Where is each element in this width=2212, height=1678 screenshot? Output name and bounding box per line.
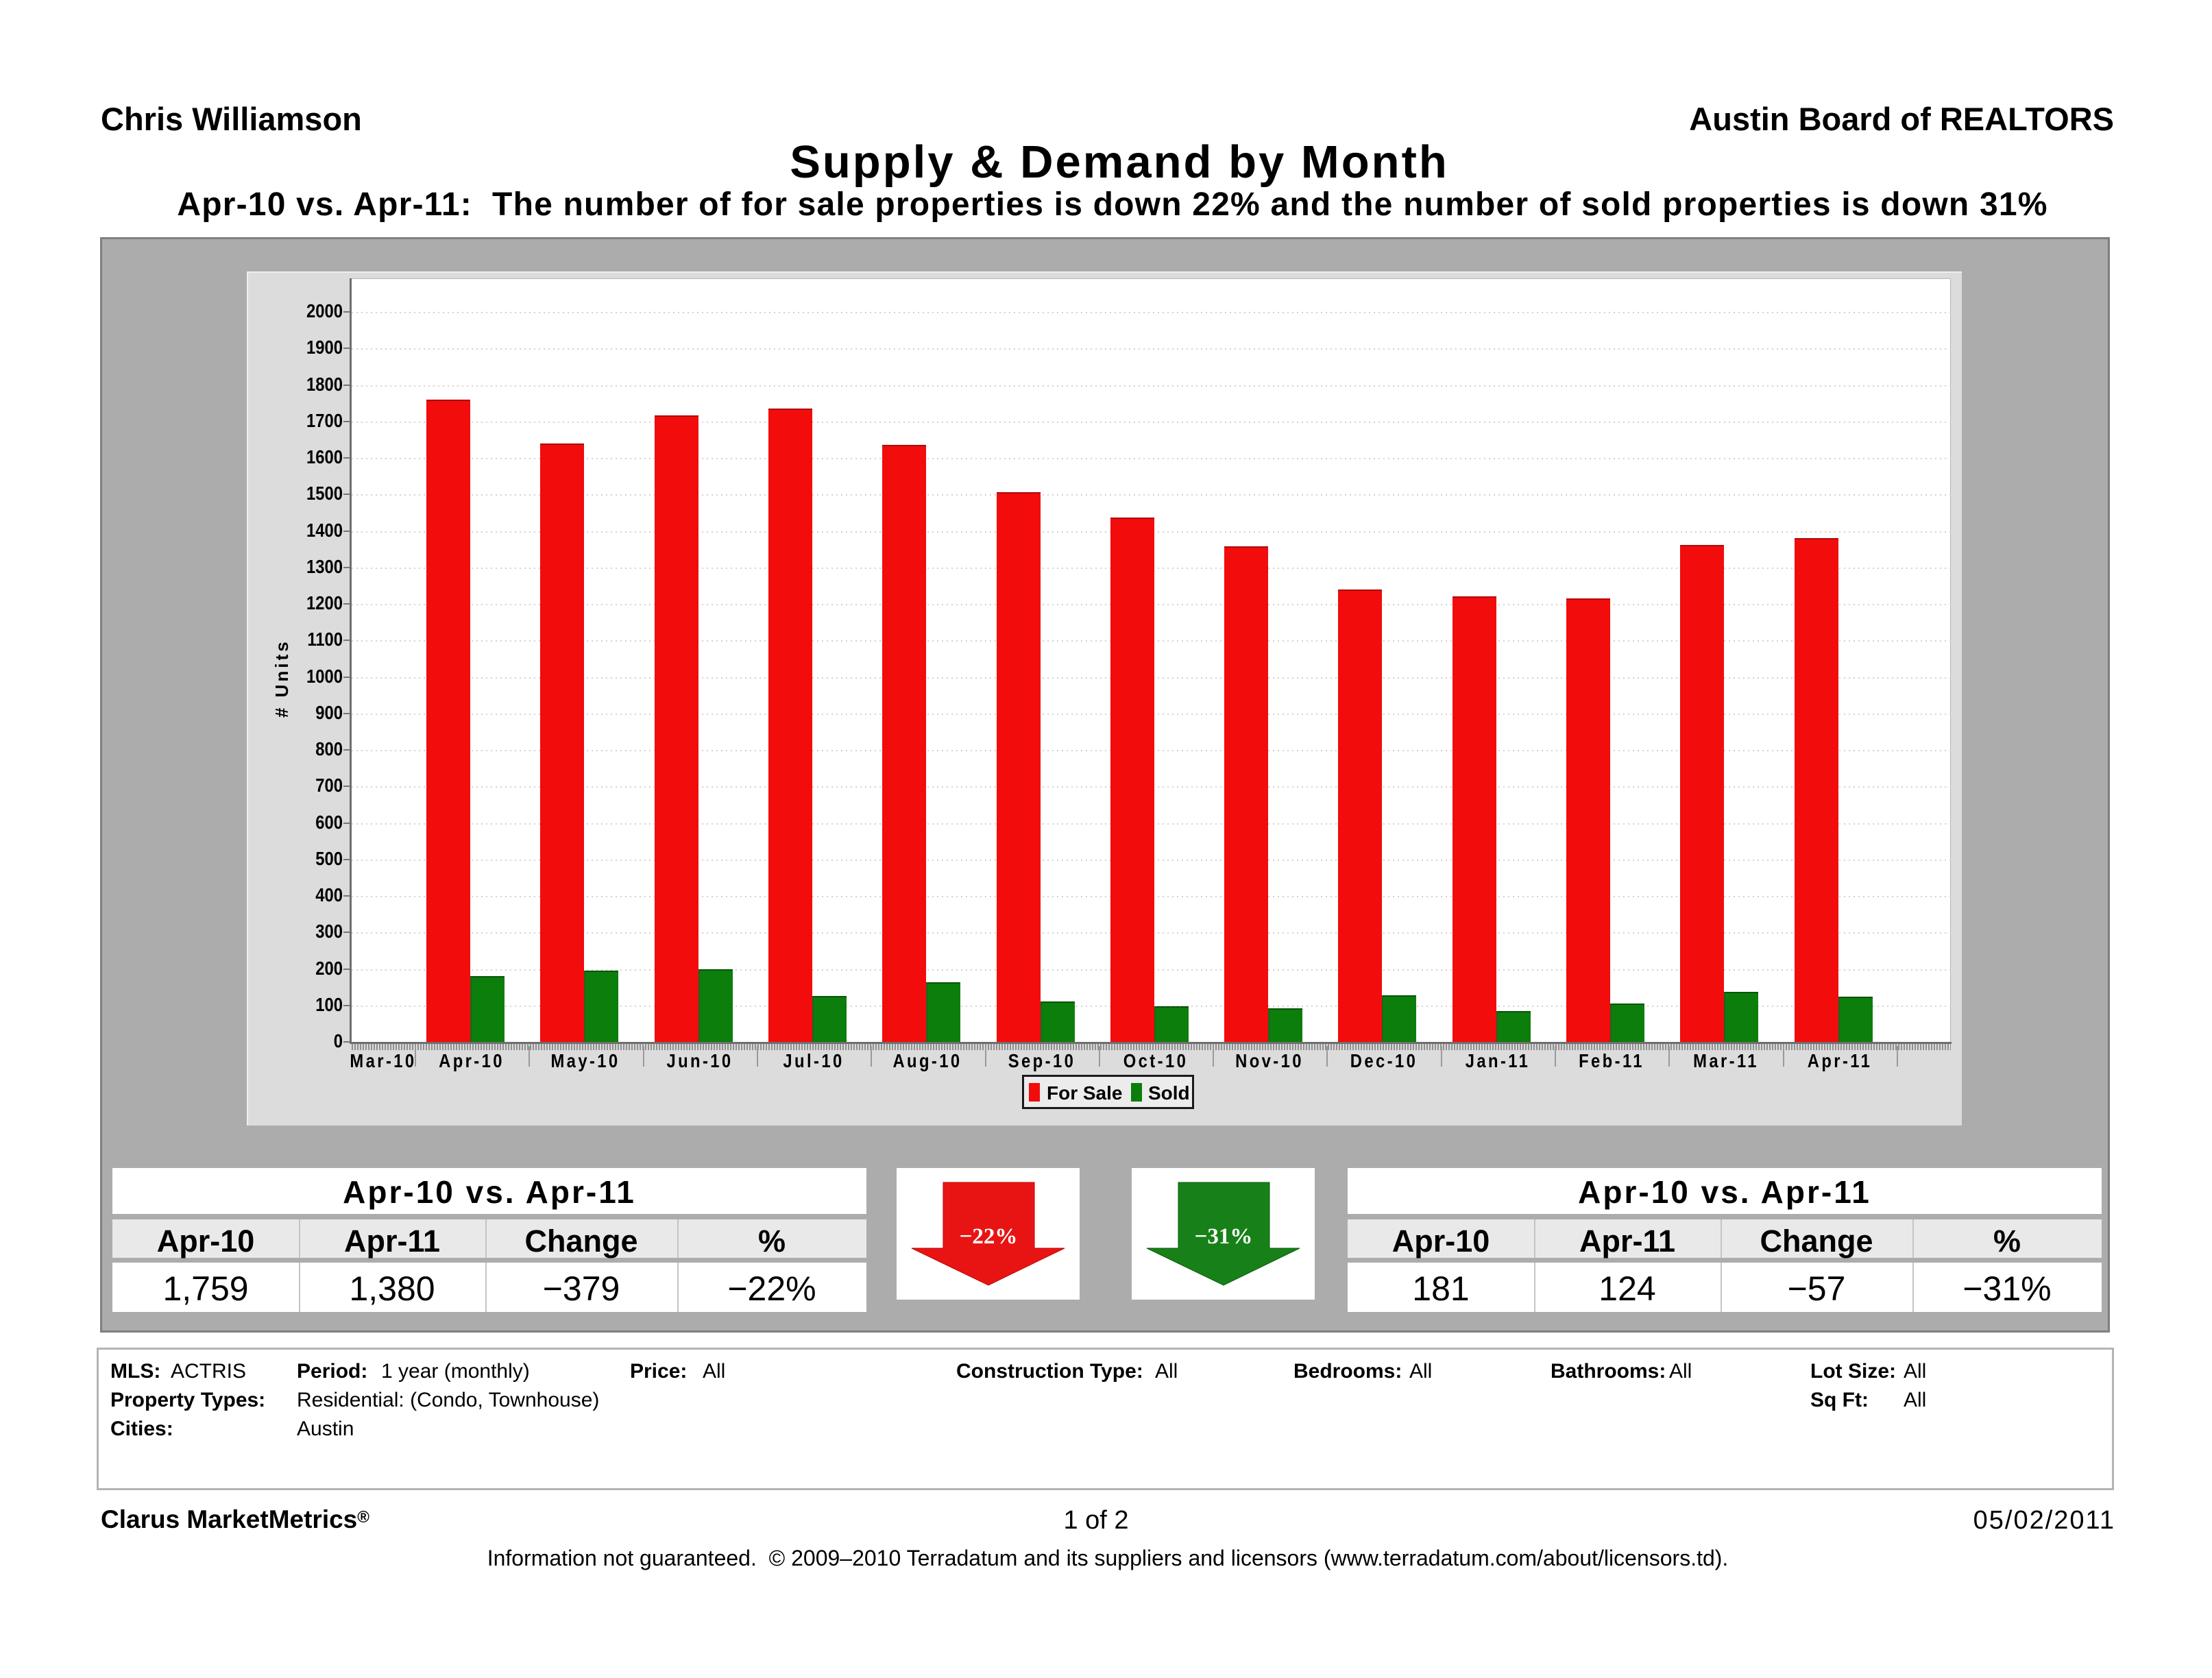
svg-text:−22%: −22%	[960, 1224, 1018, 1249]
svg-text:−31%: −31%	[1195, 1224, 1253, 1249]
